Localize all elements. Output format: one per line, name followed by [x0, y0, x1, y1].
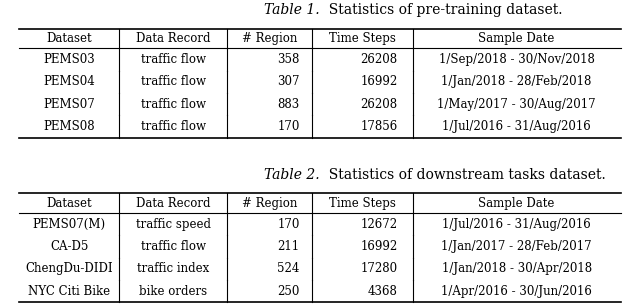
Text: Table 1.: Table 1.	[264, 3, 320, 17]
Text: 358: 358	[277, 53, 300, 66]
Text: 1/Jan/2018 - 30/Apr/2018: 1/Jan/2018 - 30/Apr/2018	[442, 262, 592, 275]
Text: 1/May/2017 - 30/Aug/2017: 1/May/2017 - 30/Aug/2017	[437, 98, 596, 111]
Text: traffic flow: traffic flow	[141, 240, 206, 253]
Text: Time Steps: Time Steps	[329, 32, 396, 45]
Text: CA-D5: CA-D5	[50, 240, 88, 253]
Text: 26208: 26208	[360, 98, 397, 111]
Text: bike orders: bike orders	[140, 285, 207, 298]
Text: 524: 524	[277, 262, 300, 275]
Text: traffic flow: traffic flow	[141, 120, 206, 133]
Text: Dataset: Dataset	[47, 32, 92, 45]
Text: Time Steps: Time Steps	[329, 197, 396, 210]
Text: 250: 250	[277, 285, 300, 298]
Text: 170: 170	[277, 120, 300, 133]
Text: 17280: 17280	[360, 262, 397, 275]
Text: Data Record: Data Record	[136, 197, 211, 210]
Text: PEMS08: PEMS08	[44, 120, 95, 133]
Text: 16992: 16992	[360, 75, 397, 88]
Text: Statistics of downstream tasks dataset.: Statistics of downstream tasks dataset.	[320, 168, 605, 182]
Text: PEMS07(M): PEMS07(M)	[33, 218, 106, 231]
Text: # Region: # Region	[242, 32, 298, 45]
Text: ChengDu-DIDI: ChengDu-DIDI	[26, 262, 113, 275]
Text: Statistics of pre-training dataset.: Statistics of pre-training dataset.	[320, 3, 563, 17]
Text: # Region: # Region	[242, 197, 298, 210]
Text: 170: 170	[277, 218, 300, 231]
Text: 12672: 12672	[360, 218, 397, 231]
Text: 26208: 26208	[360, 53, 397, 66]
Text: Sample Date: Sample Date	[479, 197, 555, 210]
Text: Data Record: Data Record	[136, 32, 211, 45]
Text: 4368: 4368	[367, 285, 397, 298]
Text: 16992: 16992	[360, 240, 397, 253]
Text: 211: 211	[277, 240, 300, 253]
Text: 307: 307	[277, 75, 300, 88]
Text: PEMS03: PEMS03	[44, 53, 95, 66]
Text: 1/Apr/2016 - 30/Jun/2016: 1/Apr/2016 - 30/Jun/2016	[441, 285, 592, 298]
Text: 17856: 17856	[360, 120, 397, 133]
Text: traffic flow: traffic flow	[141, 75, 206, 88]
Text: NYC Citi Bike: NYC Citi Bike	[28, 285, 110, 298]
Text: Table 2.: Table 2.	[264, 168, 320, 182]
Text: Sample Date: Sample Date	[479, 32, 555, 45]
Text: 1/Jul/2016 - 31/Aug/2016: 1/Jul/2016 - 31/Aug/2016	[442, 218, 591, 231]
Text: traffic flow: traffic flow	[141, 98, 206, 111]
Text: PEMS04: PEMS04	[44, 75, 95, 88]
Text: traffic flow: traffic flow	[141, 53, 206, 66]
Text: 1/Jul/2016 - 31/Aug/2016: 1/Jul/2016 - 31/Aug/2016	[442, 120, 591, 133]
Text: 1/Sep/2018 - 30/Nov/2018: 1/Sep/2018 - 30/Nov/2018	[439, 53, 595, 66]
Text: Dataset: Dataset	[47, 197, 92, 210]
Text: 1/Jan/2018 - 28/Feb/2018: 1/Jan/2018 - 28/Feb/2018	[442, 75, 592, 88]
Text: traffic speed: traffic speed	[136, 218, 211, 231]
Text: PEMS07: PEMS07	[44, 98, 95, 111]
Text: traffic index: traffic index	[138, 262, 209, 275]
Text: 883: 883	[277, 98, 300, 111]
Text: 1/Jan/2017 - 28/Feb/2017: 1/Jan/2017 - 28/Feb/2017	[442, 240, 592, 253]
